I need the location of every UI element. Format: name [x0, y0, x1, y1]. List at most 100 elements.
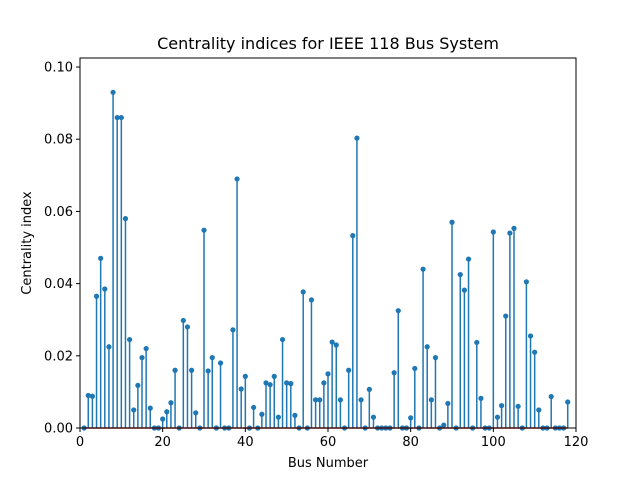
- y-tick-label: 0.04: [44, 277, 73, 292]
- y-tick-label: 0.00: [44, 422, 73, 437]
- stem-marker: [189, 367, 195, 373]
- x-tick-label: 0: [76, 435, 84, 450]
- y-tick-label: 0.08: [44, 133, 73, 148]
- stem-marker: [428, 397, 434, 403]
- stem-marker: [494, 414, 501, 420]
- stem-marker: [238, 386, 244, 392]
- y-tick-label: 0.10: [44, 61, 73, 76]
- stem-marker: [370, 414, 377, 420]
- stem-marker: [160, 416, 166, 422]
- x-tick-label: 40: [237, 435, 254, 450]
- stem-marker: [217, 360, 224, 366]
- stem-marker: [461, 287, 467, 293]
- x-axis-title: Bus Number: [288, 456, 369, 471]
- stem-marker: [122, 216, 129, 222]
- stem-marker: [184, 324, 191, 330]
- stem-marker: [523, 279, 530, 285]
- stem-marker: [515, 403, 521, 409]
- stem-marker: [114, 114, 120, 121]
- stem-marker: [321, 380, 327, 386]
- stem-marker: [527, 333, 534, 339]
- x-tick-label: 100: [481, 435, 506, 450]
- stem-marker: [93, 293, 100, 299]
- stem-marker: [230, 327, 236, 333]
- stem-marker: [110, 89, 116, 95]
- stem-marker: [503, 313, 509, 319]
- stem-marker: [317, 397, 323, 403]
- stem-marker: [395, 308, 401, 314]
- stem-marker: [143, 345, 149, 352]
- x-tick-label: 60: [320, 435, 337, 450]
- y-axis-title: Centrality index: [20, 191, 35, 295]
- stem-marker: [263, 380, 269, 386]
- stem-marker: [308, 297, 315, 303]
- stem-marker: [457, 271, 463, 278]
- x-tick-label: 20: [154, 435, 171, 450]
- stem-marker: [465, 256, 472, 262]
- stem-marker: [507, 230, 513, 236]
- stem-marker: [288, 381, 294, 387]
- stem-marker: [242, 373, 248, 379]
- stem-marker: [147, 405, 153, 411]
- stem-marker: [85, 392, 91, 399]
- stem-marker: [201, 227, 207, 233]
- stem-marker: [329, 339, 335, 345]
- stem-marker: [337, 397, 343, 403]
- stem-marker: [118, 114, 124, 121]
- stem-marker: [532, 349, 538, 355]
- stem-marker: [193, 410, 199, 416]
- stem-marker: [474, 339, 480, 346]
- stem-marker: [205, 368, 211, 374]
- stem-marker: [490, 229, 496, 235]
- stem-marker: [251, 404, 257, 411]
- stem-marker: [267, 382, 273, 388]
- x-tick-label: 80: [402, 435, 419, 450]
- stem-marker: [271, 373, 277, 379]
- stem-marker: [346, 367, 352, 373]
- stem-marker: [412, 365, 418, 372]
- stem-marker: [209, 355, 215, 361]
- y-tick-label: 0.02: [44, 349, 73, 364]
- stem-marker: [234, 176, 240, 182]
- stem-marker: [536, 407, 542, 413]
- stem-marker: [98, 255, 104, 261]
- stem-marker: [511, 225, 517, 231]
- x-axis-ticks: 0 20 40 60 80 100 120: [76, 428, 588, 450]
- stem-marker: [350, 233, 356, 239]
- stem-lines: [87, 92, 569, 428]
- stem-marker: [548, 393, 554, 400]
- stem-marker: [449, 219, 455, 225]
- stem-marker: [432, 355, 439, 361]
- stem-marker: [391, 370, 397, 376]
- stem-marker: [172, 367, 178, 373]
- stem-marker: [89, 393, 95, 399]
- y-axis-ticks: 0.00 0.02 0.04 0.06 0.08 0.10: [44, 61, 80, 437]
- y-tick-label: 0.06: [44, 205, 73, 220]
- stem-marker: [358, 397, 364, 403]
- stem-marker: [499, 403, 505, 409]
- stem-marker: [420, 266, 426, 272]
- stem-marker: [408, 415, 414, 421]
- stem-marker: [168, 400, 174, 406]
- stem-marker: [180, 317, 186, 324]
- chart-title: Centrality indices for IEEE 118 Bus Syst…: [157, 34, 499, 53]
- stem-marker: [424, 344, 430, 350]
- stem-marker: [325, 371, 331, 377]
- stem-marker: [102, 286, 108, 292]
- stem-marker: [445, 400, 451, 407]
- stem-marker: [106, 344, 112, 350]
- stem-marker: [478, 395, 484, 401]
- stem-marker: [333, 342, 339, 348]
- stem-marker: [565, 399, 571, 405]
- stem-marker: [259, 411, 265, 417]
- stem-marker: [135, 382, 141, 389]
- stem-marker: [300, 289, 306, 295]
- stem-marker: [366, 386, 372, 392]
- stem-marker: [131, 407, 137, 413]
- stem-marker: [313, 397, 319, 403]
- stem-marker: [284, 380, 290, 386]
- stem-marker: [164, 409, 170, 415]
- stem-marker: [127, 336, 133, 343]
- stem-marker: [275, 414, 281, 420]
